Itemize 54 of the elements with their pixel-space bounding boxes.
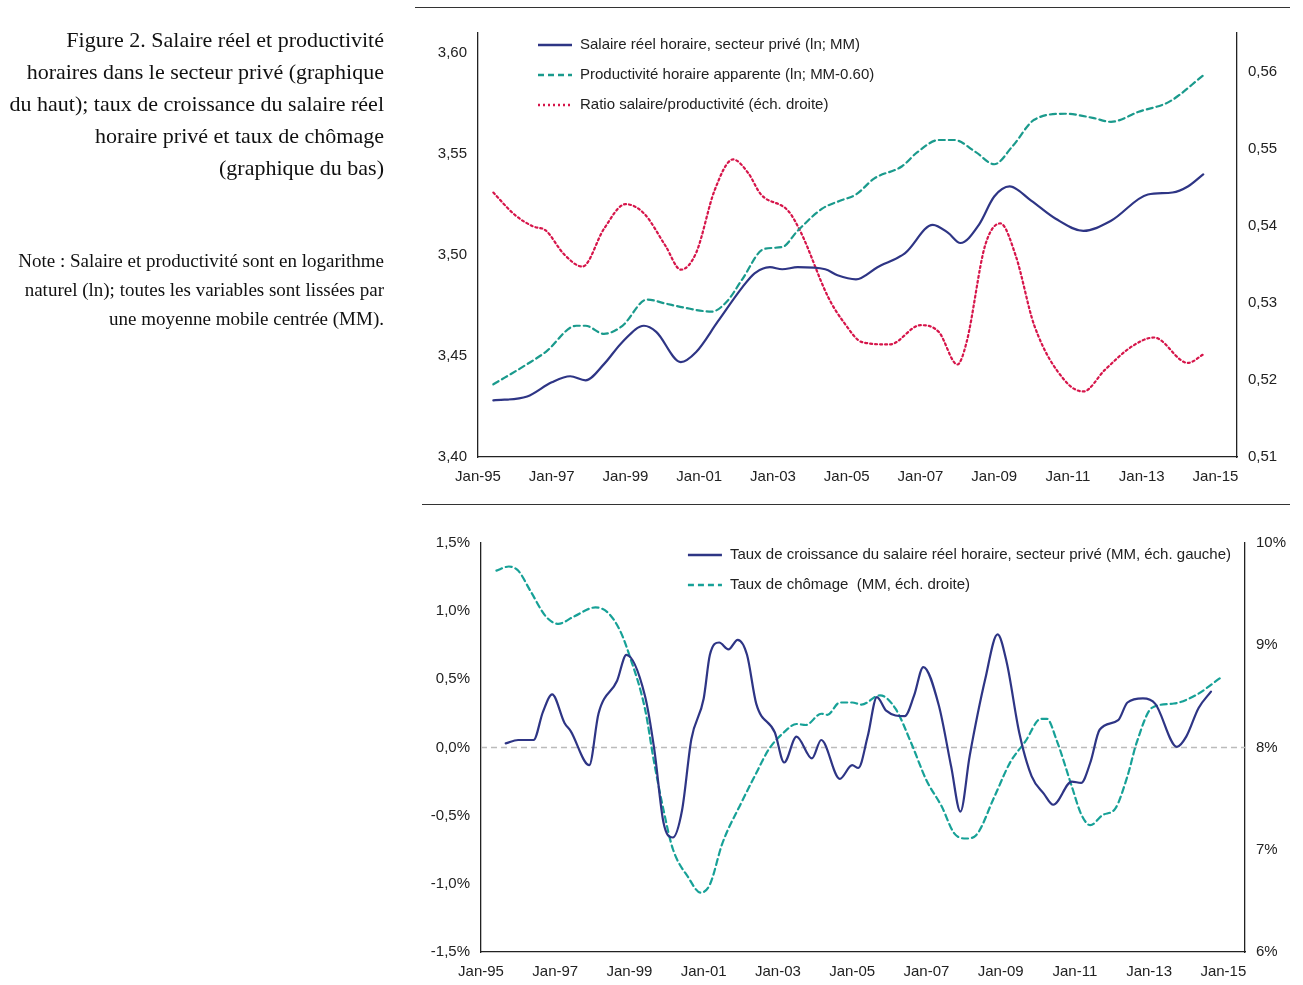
legend-label: Taux de croissance du salaire réel horaire, secteur privé (MM, éch. gauche): [729, 545, 1232, 563]
x-tick-label: Jan-05: [823, 467, 870, 485]
x-tick-label: Jan-01: [676, 467, 723, 485]
x-tick-label: Jan-15: [1200, 962, 1247, 980]
x-tick-label: Jan-01: [680, 962, 727, 980]
y2-tick-label: 0,52: [1248, 370, 1278, 388]
x-tick-label: Jan-03: [750, 467, 796, 485]
y2-tick-label: 0,56: [1248, 61, 1278, 79]
line-series: [504, 633, 1213, 839]
y2-tick-label: 9%: [1256, 635, 1278, 653]
x-tick-label: Jan-07: [903, 962, 950, 980]
y2-tick-label: 0,55: [1248, 138, 1278, 156]
y-tick-label: -1,0%: [430, 873, 470, 891]
y-tick-label: 3,45: [437, 346, 467, 364]
x-tick-label: Jan-95: [458, 962, 504, 980]
x-tick-label: Jan-13: [1118, 467, 1165, 485]
text: Note : Salaire et productivité sont en logarithme naturel (ln); toutes les variables sont lissées par une moyenne mobile centrée (MM).: [17, 249, 384, 331]
x-tick-label: Jan-07: [897, 467, 944, 485]
x-tick-label: Jan-03: [755, 962, 801, 980]
x-tick-label: Jan-11: [1045, 467, 1091, 485]
y2-tick-label: 7%: [1256, 839, 1278, 857]
x-tick-label: Jan-11: [1052, 962, 1098, 980]
y-tick-label: 3,60: [437, 43, 467, 61]
text: Figure 2. Salaire réel et productivité horaires dans le secteur privé (graphique du haut); taux de croissance du salaire réel horaire privé et taux de chômage (graphique du bas): [8, 26, 384, 182]
x-tick-label: Jan-15: [1192, 467, 1239, 485]
y2-tick-label: 0,54: [1248, 215, 1278, 233]
x-tick-label: Jan-97: [532, 962, 579, 980]
y-tick-label: 3,50: [437, 245, 467, 263]
x-tick-label: Jan-99: [602, 467, 649, 485]
legend-label: Salaire réel horaire, secteur privé (ln; MM): [580, 35, 861, 53]
legend-label: Productivité horaire apparente (ln; MM-0.60): [580, 65, 875, 83]
y2-tick-label: 0,53: [1248, 292, 1278, 310]
x-tick-label: Jan-95: [455, 467, 501, 485]
y-tick-label: 0,0%: [435, 737, 470, 755]
line-series: [495, 565, 1222, 894]
x-tick-label: Jan-09: [971, 467, 1018, 485]
y-tick-label: -1,5%: [430, 942, 470, 960]
y-tick-label: -0,5%: [430, 805, 470, 823]
x-tick-label: Jan-97: [528, 467, 575, 485]
x-tick-label: Jan-13: [1126, 962, 1173, 980]
y2-tick-label: 10%: [1256, 533, 1287, 551]
legend-label: Ratio salaire/productivité (éch. droite): [580, 95, 829, 113]
y-tick-label: 0,5%: [435, 669, 470, 687]
x-tick-label: Jan-05: [829, 962, 876, 980]
x-tick-label: Jan-09: [977, 962, 1024, 980]
x-tick-label: Jan-99: [606, 962, 653, 980]
y-tick-label: 1,5%: [435, 533, 470, 551]
y-tick-label: 3,40: [437, 447, 467, 465]
y2-tick-label: 8%: [1256, 737, 1278, 755]
y2-tick-label: 0,51: [1248, 447, 1278, 465]
y-tick-label: 3,55: [437, 144, 467, 162]
y2-tick-label: 6%: [1256, 942, 1278, 960]
y-tick-label: 1,0%: [435, 601, 470, 619]
legend-label: Taux de chômage (MM, éch. droite): [729, 575, 971, 593]
